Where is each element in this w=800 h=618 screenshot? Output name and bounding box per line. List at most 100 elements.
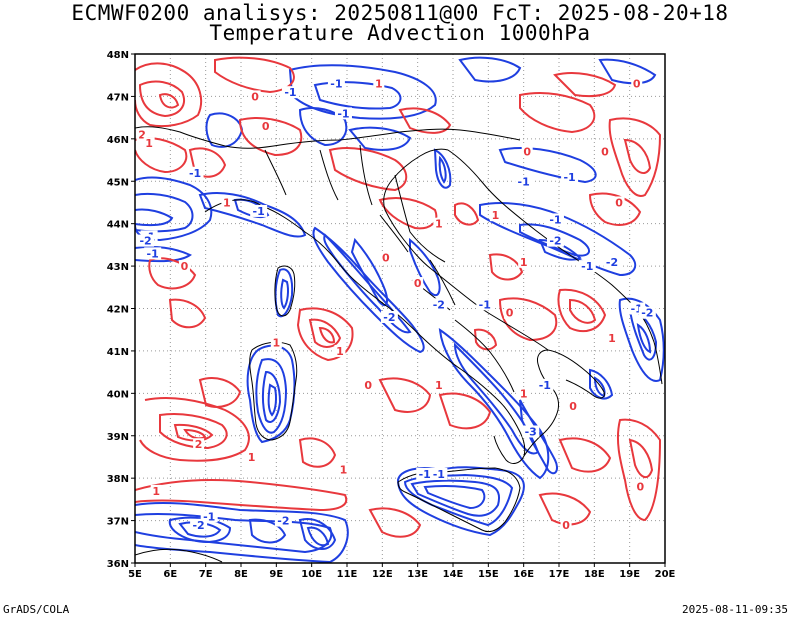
pos-contour bbox=[558, 437, 612, 473]
negative-contour-label: -3 bbox=[525, 426, 537, 439]
axis-ticks: 5E 6E 7E 8E 9E 10E 11E 12E 13E 14E 15E 16E 17E 18E 19E… bbox=[107, 50, 676, 580]
positive-contour-label-bg bbox=[521, 145, 533, 158]
lat-tick-label: 42N bbox=[107, 305, 129, 316]
negative-contour-label: -2 bbox=[549, 235, 561, 248]
negative-contour-label: -1 bbox=[147, 247, 159, 260]
positive-contour-label: 0 bbox=[262, 120, 270, 133]
negative-contour-label: -1 bbox=[518, 175, 530, 188]
negative-contour-label-bg bbox=[144, 247, 162, 260]
positive-contour-label: 0 bbox=[615, 196, 623, 209]
pos-contour bbox=[298, 437, 337, 468]
neg-contour bbox=[267, 383, 277, 417]
positive-contour-label-bg bbox=[433, 378, 445, 391]
negative-contour-label: -2 bbox=[383, 311, 395, 324]
positive-contour-label: 1 bbox=[435, 218, 443, 231]
neg-contour bbox=[298, 518, 337, 550]
pos-contour bbox=[553, 72, 617, 98]
positive-contour-label: 1 bbox=[273, 336, 281, 349]
lon-tick-label: 6E bbox=[163, 569, 177, 580]
neg-contour bbox=[280, 278, 289, 310]
positive-contour-label: 1 bbox=[336, 345, 344, 358]
pos-contour bbox=[173, 423, 214, 442]
positive-contour-label-bg bbox=[599, 145, 611, 158]
positive-contour-label-bg bbox=[634, 480, 646, 493]
positive-contour-label: 2 bbox=[138, 129, 146, 142]
positive-contour-label: 0 bbox=[506, 307, 514, 320]
negative-contour-label: -2 bbox=[641, 307, 653, 320]
positive-contour-label-bg bbox=[567, 400, 579, 413]
negative-contour-label-bg bbox=[561, 171, 579, 184]
positive-contour-label: 0 bbox=[364, 379, 372, 392]
pos-contour bbox=[135, 137, 188, 174]
tunisia-coastline bbox=[135, 548, 223, 563]
neg-contour bbox=[589, 368, 614, 400]
lat-tick-label: 36N bbox=[107, 559, 129, 570]
lon-tick-label: 10E bbox=[301, 569, 322, 580]
negative-contour-label: -1 bbox=[581, 260, 593, 273]
pos-contour bbox=[183, 428, 207, 440]
lon-tick-label: 18E bbox=[584, 569, 605, 580]
pos-contour bbox=[519, 92, 596, 134]
lon-tick-label: 13E bbox=[407, 569, 428, 580]
lon-tick-label: 17E bbox=[549, 569, 570, 580]
negative-contour-label: -1 bbox=[189, 167, 201, 180]
neg-contour bbox=[135, 245, 192, 263]
positive-contour-label-bg bbox=[631, 77, 643, 90]
neg-contour bbox=[135, 501, 349, 563]
neg-contour bbox=[433, 148, 452, 189]
lat-tick-label: 37N bbox=[107, 517, 129, 528]
negative-contour-label-bg bbox=[186, 166, 204, 179]
neg-contour bbox=[135, 192, 194, 233]
neg-contour bbox=[306, 526, 330, 547]
positive-contour-label-bg bbox=[606, 332, 618, 345]
chart-title: ECMWF0200 analisys: 20250811@00 FcT: 202… bbox=[71, 1, 729, 25]
pos-contour bbox=[308, 318, 342, 348]
positive-contour-label-bg bbox=[249, 90, 261, 103]
positive-contour-label: 0 bbox=[636, 481, 644, 494]
pos-contour bbox=[214, 56, 295, 94]
negative-contour-label: -1 bbox=[284, 86, 296, 99]
positive-contour-label-bg bbox=[150, 484, 162, 497]
negative-contour-label-bg bbox=[476, 298, 494, 311]
corsica-coastline bbox=[274, 265, 296, 317]
neg-contour bbox=[255, 358, 288, 434]
neg-contour bbox=[636, 323, 652, 354]
pos-contour bbox=[623, 138, 652, 175]
positive-contour-label: 1 bbox=[520, 387, 528, 400]
lon-tick-label: 7E bbox=[199, 569, 213, 580]
positive-contour-label-bg bbox=[489, 209, 501, 222]
positive-contour-label: 1 bbox=[492, 209, 500, 222]
pos-contour bbox=[398, 107, 452, 134]
positive-contour-label: 1 bbox=[223, 196, 231, 209]
positive-contour-label-bg bbox=[143, 137, 155, 150]
pos-contour bbox=[238, 117, 303, 157]
negative-contour-label-bg bbox=[430, 467, 448, 480]
lon-tick-label: 11E bbox=[337, 569, 358, 580]
neg-contour bbox=[288, 64, 437, 120]
positive-contour-label-bg bbox=[334, 344, 346, 357]
lat-tick-label: 39N bbox=[107, 432, 129, 443]
neg-contour bbox=[248, 518, 287, 544]
sardinia-coastline bbox=[249, 341, 298, 441]
pos-contour bbox=[557, 288, 607, 333]
lat-tick-label: 38N bbox=[107, 474, 129, 485]
neg-contour bbox=[458, 56, 522, 83]
pos-contour bbox=[368, 507, 422, 538]
positive-contour-label-bg bbox=[270, 336, 282, 349]
negative-contour-label: -2 bbox=[139, 235, 151, 248]
positive-contour-label: 1 bbox=[435, 379, 443, 392]
pos-contour bbox=[498, 297, 558, 342]
pos-contour bbox=[378, 377, 432, 413]
positive-contour-label-bg bbox=[613, 196, 625, 209]
negative-contour-label-bg bbox=[578, 260, 596, 273]
negative-contour-label-bg bbox=[190, 518, 208, 531]
positive-contour-label-bg bbox=[380, 251, 392, 264]
negative-contour-label: -1 bbox=[419, 468, 431, 481]
neg-contour bbox=[313, 81, 402, 110]
neg-contour bbox=[598, 58, 657, 85]
negative-contour-label-bg bbox=[430, 298, 448, 311]
positive-contour-label: 1 bbox=[340, 464, 348, 477]
negative-contour-label-bg bbox=[334, 107, 352, 120]
lon-tick-label: 14E bbox=[443, 569, 464, 580]
positive-contour-label: 0 bbox=[601, 146, 609, 159]
